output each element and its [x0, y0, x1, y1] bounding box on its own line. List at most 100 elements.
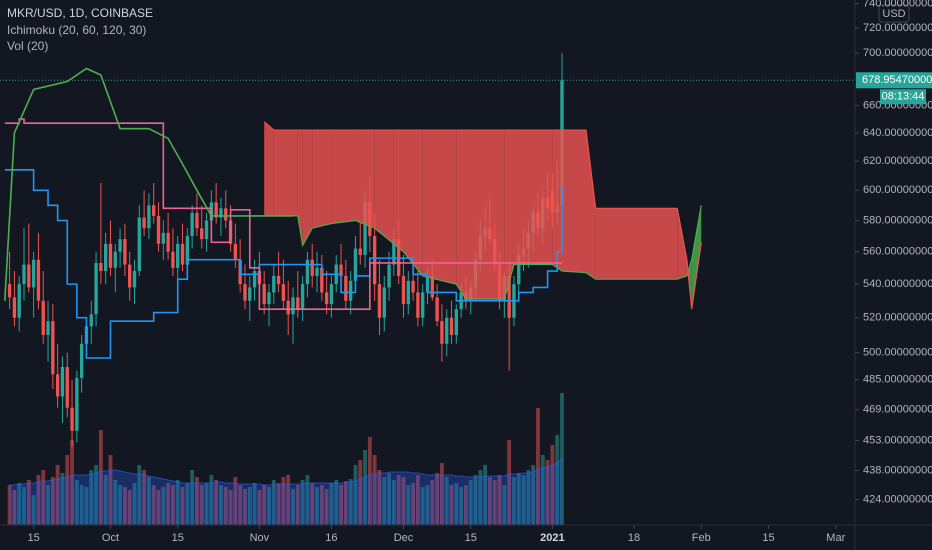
candle-body [123, 239, 127, 265]
candle-body [195, 212, 199, 229]
candle-body [137, 217, 141, 272]
volume-bar [204, 483, 209, 525]
y-tick-label: 700.00000000 [863, 47, 932, 59]
ichimoku-line [4, 118, 562, 311]
cloud-segment [403, 130, 423, 276]
volume-bar [459, 487, 464, 525]
cloud-segment [513, 130, 553, 265]
volume-bar [171, 485, 175, 525]
volume-bar [377, 470, 382, 525]
cloud-segment [504, 130, 514, 300]
volume-bar [411, 483, 416, 525]
candle-body [147, 205, 151, 229]
volume-bar [65, 455, 70, 525]
candle-body [291, 297, 295, 315]
candle-body [329, 284, 334, 305]
candle-body [17, 284, 21, 318]
candle-body [79, 343, 84, 378]
volume-bar [271, 480, 276, 525]
candle-body [262, 284, 266, 305]
candle-body [204, 220, 209, 240]
volume-bar [180, 487, 185, 525]
volume-bar [142, 470, 147, 525]
candle-body [185, 235, 190, 265]
volume-bar [118, 485, 123, 525]
volume-bar [430, 480, 435, 525]
candle-body [108, 243, 113, 268]
candle-body [51, 321, 55, 375]
candle-body [142, 217, 146, 229]
volume-bar [391, 480, 396, 525]
volume-bar [449, 485, 454, 525]
volume-bar [521, 475, 526, 525]
volume-bar [7, 485, 12, 525]
y-tick-label: 424.00000000 [863, 493, 932, 505]
candle-body [440, 321, 444, 344]
volume-bar [190, 470, 195, 525]
cloud-edge [263, 121, 702, 310]
x-tick-label: Oct [102, 532, 119, 544]
volume-bar [396, 475, 401, 525]
volume-bar [31, 495, 36, 525]
ichimoku-lines [0, 67, 855, 359]
volume-bar [531, 465, 536, 525]
candle-body [430, 275, 434, 298]
cloud-segment [264, 121, 274, 216]
candle-body [89, 314, 93, 327]
last-price-box [856, 72, 932, 89]
volume-bar [339, 485, 343, 525]
volume-bar [372, 455, 377, 525]
candle-body [152, 205, 156, 216]
cloud-segment [312, 130, 332, 229]
volume-bar [507, 440, 512, 525]
candle-body [320, 267, 324, 293]
candle-body [449, 317, 454, 336]
candle-body [276, 275, 281, 285]
volume-bar [348, 479, 353, 525]
currency-box[interactable] [878, 4, 910, 23]
candle-body [156, 215, 161, 244]
volume-bar [454, 483, 459, 525]
candle-body [310, 259, 314, 276]
candle-body [161, 232, 165, 244]
candle-body [22, 264, 26, 285]
volume-bar [473, 475, 478, 525]
candle-body [411, 280, 415, 293]
candle-body [94, 262, 98, 315]
volume-bar [358, 460, 363, 525]
candle-body [60, 367, 65, 397]
y-tick-label: 600.00000000 [863, 184, 932, 196]
candle-body [344, 275, 348, 301]
candle-body [27, 264, 31, 288]
volume-bar [60, 473, 65, 525]
countdown-label: 08:13:44 [882, 91, 925, 103]
x-tick-label: 15 [762, 532, 774, 544]
y-tick-label: 469.00000000 [863, 404, 932, 416]
cloud-segment [586, 130, 596, 280]
indicator-label: Vol (20) [7, 39, 48, 53]
volume-bar [233, 477, 238, 525]
y-tick-label: 438.00000000 [863, 464, 932, 476]
cloud-segment [331, 130, 356, 224]
volume-bar [74, 480, 79, 525]
candle-body [421, 292, 425, 318]
candle-body [180, 243, 185, 265]
cloud-segment [677, 208, 687, 280]
volume-bar [382, 477, 387, 525]
volume-bar [319, 485, 324, 525]
currency[interactable]: USD [882, 8, 905, 20]
candle-body [387, 264, 391, 288]
volume-bar [497, 475, 502, 525]
y-tick-label: 560.00000000 [863, 246, 932, 258]
volume-bar [89, 470, 94, 525]
volume-bar [132, 483, 137, 525]
ichimoku-cloud [263, 121, 702, 310]
candle-body [363, 202, 367, 255]
volume-ma-area [9, 459, 562, 525]
candle-body [305, 259, 310, 285]
volume-bar [228, 490, 233, 525]
volume-bar [223, 487, 228, 525]
volume-bar [247, 487, 252, 525]
candle-body [113, 251, 117, 268]
y-tick-label: 640.00000000 [863, 127, 932, 139]
